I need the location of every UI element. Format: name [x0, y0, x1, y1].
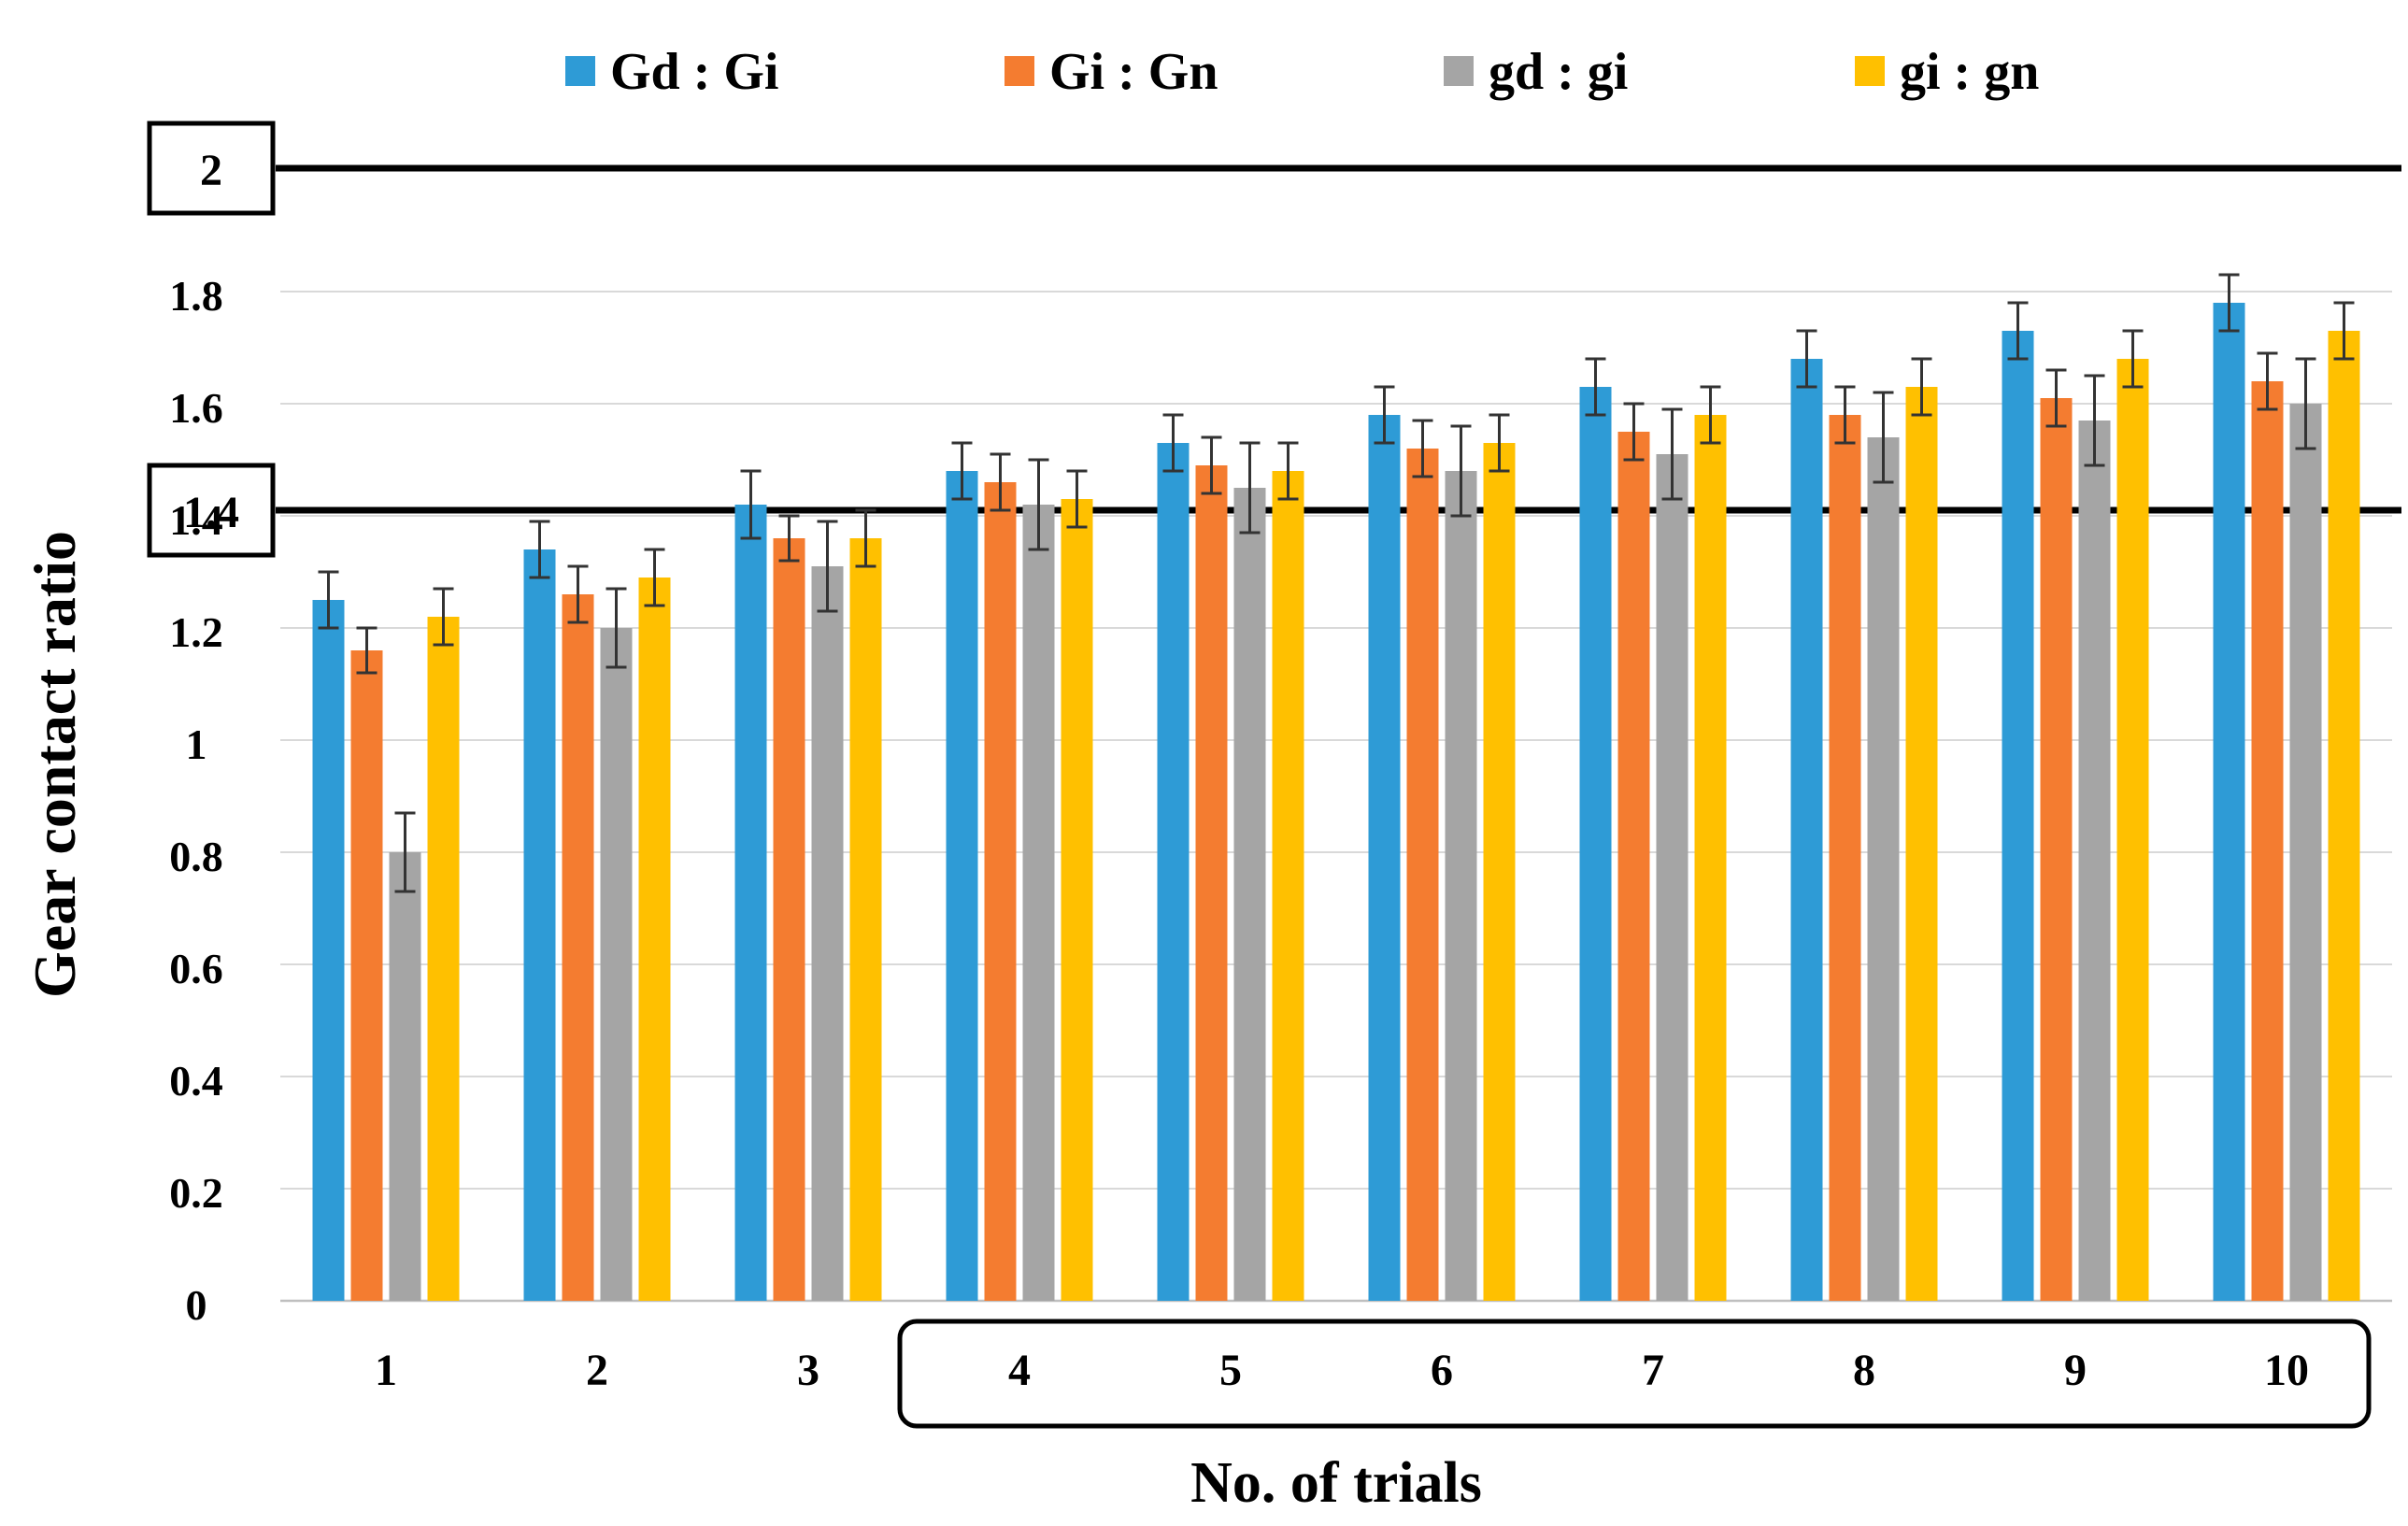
bar: [1790, 359, 1823, 1301]
legend-swatch: [565, 56, 595, 86]
bar: [2289, 404, 2322, 1301]
y-tick-label: 1: [186, 720, 207, 768]
y-tick-label: 0.6: [169, 945, 223, 992]
bar: [523, 549, 556, 1301]
bar: [2251, 381, 2284, 1301]
legend-swatch: [1005, 56, 1034, 86]
trials-highlight-box: [897, 1319, 2372, 1429]
bar: [1406, 449, 1439, 1301]
y-tick-label: 0.4: [169, 1057, 223, 1105]
legend-swatch: [1855, 56, 1885, 86]
bar: [2213, 303, 2245, 1301]
bars: [312, 303, 2360, 1301]
bar: [1905, 387, 1938, 1301]
bar: [734, 505, 767, 1301]
bar: [1157, 443, 1190, 1301]
x-axis-label: No. of trials: [1190, 1451, 1482, 1515]
error-bars: [318, 273, 2355, 893]
bar: [1272, 471, 1304, 1301]
reference-label-box: [147, 463, 276, 558]
bar: [389, 852, 421, 1301]
bar: [811, 566, 844, 1301]
x-tick-label: 7: [1642, 1346, 1664, 1395]
bar: [562, 594, 594, 1301]
bar: [427, 617, 460, 1301]
bar: [1233, 488, 1266, 1301]
bar: [1022, 505, 1055, 1301]
bar: [1061, 499, 1093, 1301]
reference-label: 2: [200, 146, 222, 195]
y-tick-label: 0.8: [169, 833, 223, 880]
x-tick-label: 10: [2264, 1346, 2309, 1395]
bar: [1617, 432, 1650, 1301]
x-tick-label: 3: [797, 1346, 819, 1395]
bar: [2040, 398, 2073, 1301]
y-axis-label: Gear contact ratio: [21, 531, 88, 998]
x-tick-label: 8: [1853, 1346, 1875, 1395]
bar: [1445, 471, 1477, 1301]
y-tick-label: 1.2: [169, 608, 223, 656]
bar: [2078, 421, 2111, 1301]
x-tick-label: 5: [1219, 1346, 1242, 1395]
legend-swatch: [1444, 56, 1474, 86]
reference-label: 1.4: [183, 488, 239, 537]
bar: [773, 538, 805, 1301]
bar: [2116, 359, 2149, 1301]
bar: [638, 578, 671, 1301]
bar: [600, 628, 633, 1301]
bar: [849, 538, 882, 1301]
x-tick-label: 9: [2064, 1346, 2087, 1395]
y-tick-label: 0: [186, 1281, 207, 1329]
x-tick-label: 2: [586, 1346, 608, 1395]
bar: [1656, 454, 1688, 1301]
x-tick-label: 4: [1008, 1346, 1031, 1395]
bar: [1579, 387, 1612, 1301]
bar: [2328, 331, 2360, 1301]
legend: Gd : Gi Gi : Gn gd : gi gi : gn: [565, 43, 2039, 101]
legend-label: Gi : Gn: [1049, 43, 1218, 101]
bar: [350, 650, 383, 1301]
bar: [1867, 437, 1900, 1301]
bar: [1195, 465, 1228, 1301]
bar: [1368, 415, 1401, 1301]
x-tick-labels: 1 2 3 4 5 6 7 8 9 10: [375, 1346, 2309, 1395]
bar: [1483, 443, 1516, 1301]
legend-label: gd : gi: [1489, 43, 1628, 101]
y-tick-label: 1.4: [169, 496, 223, 544]
x-tick-label: 1: [375, 1346, 397, 1395]
x-tick-label: 6: [1431, 1346, 1453, 1395]
bar: [2002, 331, 2034, 1301]
gridlines: [280, 291, 2392, 1303]
y-tick-label: 1.6: [169, 384, 223, 432]
y-tick-labels: 0 0.2 0.4 0.6 0.8 1 1.2 1.4 1.6 1.8: [169, 272, 223, 1329]
y-tick-label: 0.2: [169, 1169, 223, 1217]
legend-label: Gd : Gi: [610, 43, 778, 101]
y-tick-label: 1.8: [169, 272, 223, 320]
reference-label-box: [147, 121, 276, 216]
bar: [984, 482, 1017, 1301]
bar: [1694, 415, 1727, 1301]
bar: [312, 600, 345, 1301]
reference-lines: 21.4: [147, 121, 2401, 558]
bar: [946, 471, 978, 1301]
bar: [1829, 415, 1861, 1301]
legend-label: gi : gn: [1900, 43, 2039, 101]
